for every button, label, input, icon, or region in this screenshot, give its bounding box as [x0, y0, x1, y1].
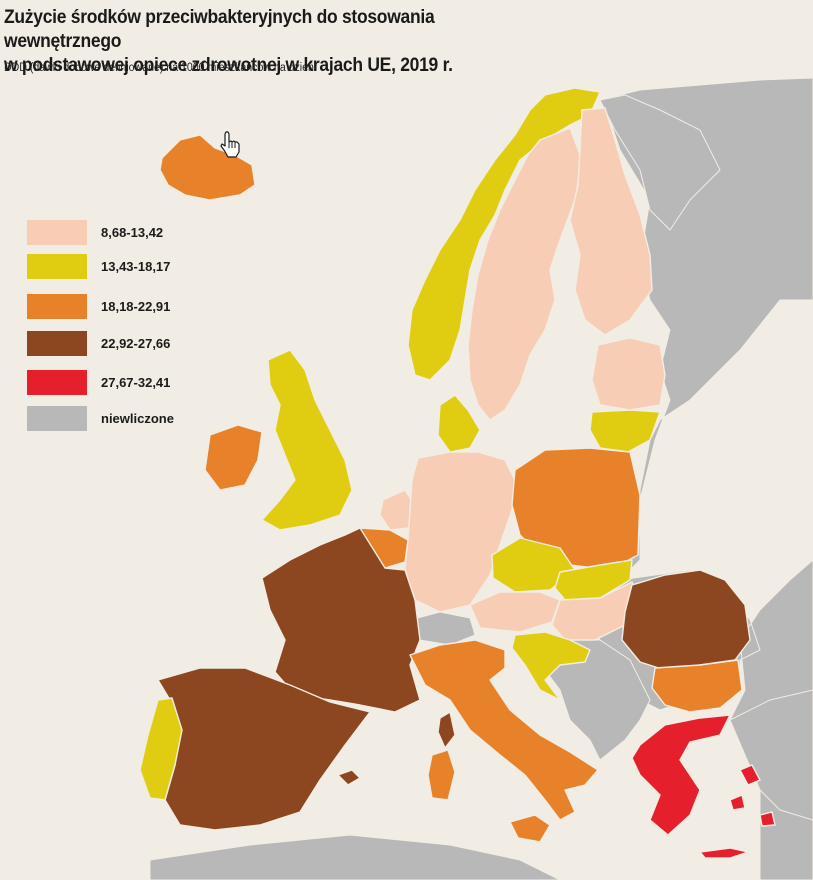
country-greece-islands [729, 764, 776, 827]
country-ireland [204, 424, 263, 491]
legend-swatch [27, 331, 87, 356]
country-austria [469, 591, 561, 633]
legend-swatch [27, 254, 87, 279]
country-romania [621, 569, 751, 671]
land-norway-north-russia [599, 94, 721, 231]
country-lithuania [589, 409, 661, 453]
map-subtitle: DDD (dawki dobowe definiowane) na 1000 m… [4, 62, 314, 74]
country-bulgaria [651, 659, 743, 713]
legend-swatch [27, 370, 87, 395]
country-greece [631, 714, 731, 836]
legend-label: 8,68-13,42 [101, 225, 164, 240]
legend-item-6: niewliczone [27, 406, 247, 432]
legend-swatch [27, 294, 87, 319]
hand-pointer-icon [220, 131, 240, 158]
country-italy-sardinia [427, 749, 456, 801]
country-norway [407, 87, 601, 381]
legend-label: 27,67-32,41 [101, 375, 171, 390]
map-title: Zużycie środków przeciwbakteryjnych do s… [4, 6, 556, 78]
country-estonia-latvia [591, 337, 666, 411]
country-sweden [467, 127, 583, 421]
map-title-line1: Zużycie środków przeciwbakteryjnych do s… [4, 7, 435, 52]
country-slovakia [554, 559, 633, 601]
legend-swatch [27, 220, 87, 245]
legend-item-3: 18,18-22,91 [27, 294, 247, 320]
country-germany [404, 451, 516, 613]
country-france [261, 527, 421, 713]
country-italy-sicily [509, 814, 551, 843]
land-africa [149, 834, 561, 880]
legend-label: 13,43-18,17 [101, 259, 171, 274]
land-balkans [539, 639, 651, 761]
map-title-line2: w podstawowej opiece zdrowotnej w krajac… [4, 55, 453, 76]
country-spain-balearic [337, 769, 361, 786]
country-denmark [437, 394, 481, 453]
legend-swatch [27, 406, 87, 431]
country-finland [569, 107, 653, 336]
country-uk [261, 349, 353, 531]
legend-label: 18,18-22,91 [101, 299, 171, 314]
legend-item-4: 22,92-27,66 [27, 331, 247, 357]
legend-label: niewliczone [101, 411, 174, 426]
land-turkey [729, 689, 813, 821]
legend-item-1: 8,68-13,42 [27, 220, 247, 246]
country-portugal [139, 697, 183, 801]
country-italy [409, 639, 599, 821]
country-iceland [159, 134, 256, 201]
country-greece-crete [699, 847, 749, 859]
legend-label: 22,92-27,66 [101, 336, 171, 351]
legend-item-5: 27,67-32,41 [27, 370, 247, 396]
country-france-corsica [437, 711, 456, 749]
legend-item-2: 13,43-18,17 [27, 254, 247, 280]
country-croatia [511, 631, 591, 701]
